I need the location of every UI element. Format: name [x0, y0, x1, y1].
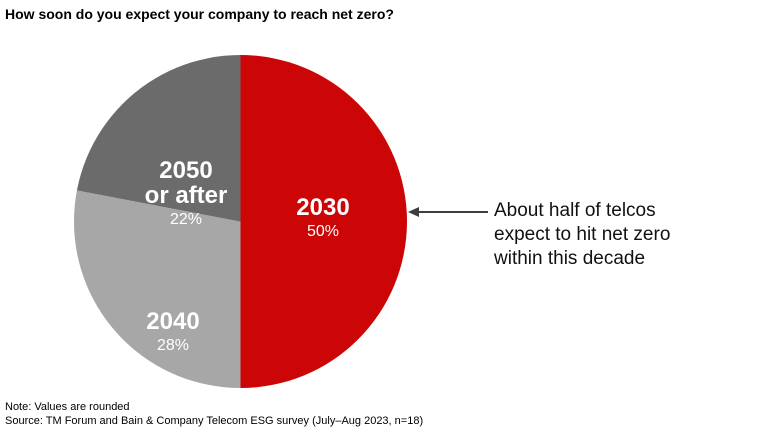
footer: Note: Values are rounded Source: TM Foru… [5, 400, 423, 428]
annotation-line: About half of telcos [494, 200, 656, 221]
arrow-line [417, 211, 488, 213]
slice-label-2050-or-after: 2050 or after 22% [145, 158, 228, 230]
slice-percent-label: 50% [306, 223, 340, 240]
slice-percent-label: 28% [156, 337, 190, 354]
footer-note: Note: Values are rounded [5, 401, 130, 413]
annotation-text: About half of telcos expect to hit net z… [494, 199, 670, 271]
slice-label-2040: 2040 28% [146, 309, 199, 356]
arrow-left-head-icon [408, 207, 419, 217]
slice-year-label: 2040 [146, 308, 200, 335]
slice-year-label: 2050 [159, 157, 213, 184]
pie-chart: 2050 or after 22% 2040 28% 2030 50% [74, 55, 407, 388]
slice-year-label: or after [144, 182, 228, 209]
slice-label-2030: 2030 50% [296, 195, 349, 242]
slice-percent-label: 22% [169, 211, 203, 228]
slice-year-label: 2030 [296, 194, 350, 221]
annotation-line: expect to hit net zero [494, 224, 671, 245]
annotation-line: within this decade [494, 248, 646, 269]
page-title: How soon do you expect your company to r… [5, 6, 394, 22]
footer-source: Source: TM Forum and Bain & Company Tele… [5, 415, 424, 427]
annotation-arrow [408, 206, 488, 218]
